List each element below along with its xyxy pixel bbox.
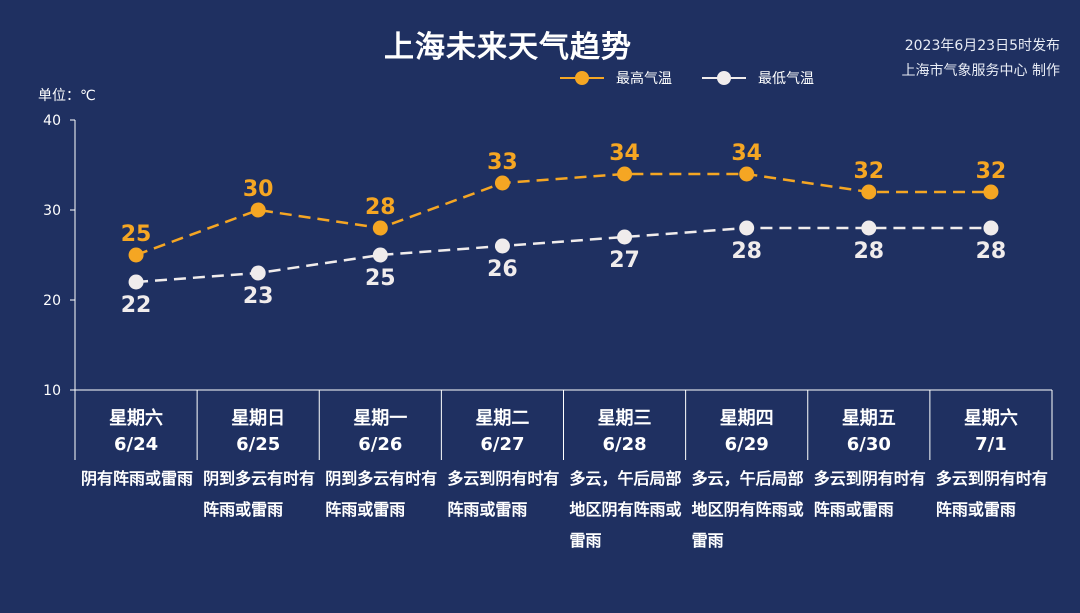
day-date: 6/25 [236,434,281,455]
data-point-high [250,202,266,218]
legend-item-high: 最高气温 [560,68,672,88]
data-point-high [494,175,510,191]
day-weekday: 星期日 [231,408,286,429]
data-label-high: 33 [487,150,518,175]
day-date: 6/29 [724,434,769,455]
data-point-high [617,166,633,182]
data-label-low: 23 [243,284,274,309]
chart-title: 上海未来天气趋势 [384,30,632,65]
series-line-high [135,172,991,257]
data-label-low: 25 [365,266,396,291]
data-point-high [128,247,144,263]
data-label-high: 25 [121,222,152,247]
data-label-low: 28 [976,239,1007,264]
day-weekday: 星期四 [719,408,774,429]
data-label-high: 32 [854,159,885,184]
day-weather: 多云到阴有时有阵雨或雷雨 [935,469,1048,519]
legend: 最高气温 最低气温 [560,68,814,88]
data-label-high: 30 [243,177,274,202]
day-date: 6/28 [602,434,647,455]
day-weather: 多云到阴有时有阵雨或雷雨 [447,469,560,519]
day-weather: 阴有阵雨或雷雨 [81,469,194,488]
data-point-high [861,184,877,200]
legend-item-low: 最低气温 [702,68,814,88]
legend-label-high: 最高气温 [616,71,672,87]
data-point-high [739,166,755,182]
data-label-low: 27 [609,248,640,273]
day-weather: 多云，午后局部地区阴有阵雨或雷雨 [691,469,804,550]
publisher: 上海市气象服务中心 制作 [901,63,1060,79]
y-tick-label: 20 [43,293,61,309]
day-date: 6/24 [113,434,159,455]
data-label-low: 28 [731,239,762,264]
day-date: 6/26 [358,434,403,455]
data-label-high: 32 [976,159,1007,184]
day-weather: 多云，午后局部地区阴有阵雨或雷雨 [569,469,682,550]
data-label-low: 28 [854,239,885,264]
data-point-low [372,247,388,263]
data-point-low [983,220,999,236]
day-date: 7/1 [975,434,1007,455]
data-point-low [128,274,144,290]
day-date: 6/27 [480,434,525,455]
y-tick-label: 10 [43,383,61,399]
publish-info: 2023年6月23日5时发布 上海市气象服务中心 制作 [902,34,1060,84]
legend-label-low: 最低气温 [758,71,814,87]
data-label-high: 28 [365,195,396,220]
data-label-low: 22 [121,293,152,318]
y-tick-label: 40 [43,113,61,129]
series-line-low [135,226,991,284]
day-weather: 多云到阴有时有阵雨或雷雨 [813,469,926,519]
data-label-high: 34 [731,141,762,166]
day-weekday: 星期一 [353,408,408,429]
data-point-low [861,220,877,236]
day-weekday: 星期六 [963,408,1018,429]
y-tick-label: 30 [43,203,61,219]
y-axis-unit: 单位：℃ [38,88,96,104]
data-point-low [250,265,266,281]
legend-swatch-high [560,70,604,86]
legend-swatch-low [702,70,746,86]
data-point-high [983,184,999,200]
data-point-low [617,229,633,245]
day-date: 6/30 [846,434,891,455]
data-point-low [494,238,510,254]
data-label-high: 34 [609,141,640,166]
publish-time: 2023年6月23日5时发布 [904,38,1060,54]
day-weekday: 星期六 [109,408,164,429]
data-label-low: 26 [487,257,518,282]
day-weekday: 星期三 [597,408,652,429]
day-weather: 阴到多云有时有阵雨或雷雨 [325,469,438,519]
data-point-high [372,220,388,236]
day-weekday: 星期二 [475,408,530,429]
day-weekday: 星期五 [841,408,896,429]
day-weather: 阴到多云有时有阵雨或雷雨 [203,469,316,519]
data-point-low [739,220,755,236]
